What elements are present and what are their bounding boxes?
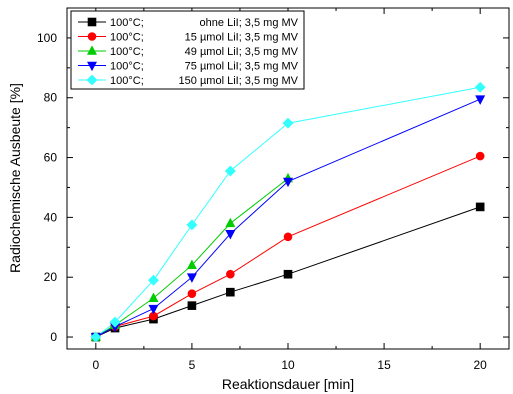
x-tick-label: 15: [377, 358, 391, 372]
data-point-series-5: [224, 165, 236, 177]
data-point-series-3: [186, 259, 197, 270]
data-point-series-4: [283, 177, 293, 188]
x-tick-label: 0: [92, 358, 99, 372]
data-point-series-1: [187, 301, 197, 310]
data-point-series-3: [148, 292, 159, 302]
y-tick-label: 100: [37, 31, 57, 45]
data-point-series-2: [475, 151, 485, 161]
y-axis-title: Radiochemische Ausbeute [%]: [7, 83, 23, 273]
legend-label-4-prefix: 100°C;: [110, 61, 144, 73]
data-point-series-5: [282, 117, 294, 129]
legend-label-1-prefix: 100°C;: [110, 17, 144, 29]
x-tick-label: 20: [473, 358, 487, 372]
y-tick-label: 0: [50, 330, 57, 344]
series-line-3: [95, 178, 289, 338]
x-tick-label: 5: [189, 358, 196, 372]
legend-label-4: 75 µmol LiI; 3,5 mg MV: [185, 61, 299, 73]
data-point-series-1: [283, 269, 293, 279]
y-tick-label: 80: [44, 91, 58, 105]
data-point-series-4: [186, 273, 197, 283]
data-point-series-4: [225, 230, 236, 240]
legend-label-5-prefix: 100°C;: [110, 75, 144, 87]
y-tick-label: 60: [44, 151, 58, 165]
data-point-series-1: [226, 287, 235, 297]
data-point-series-5: [186, 219, 198, 231]
data-point-series-2: [283, 232, 293, 242]
x-axis-title: Reaktionsdauer [min]: [222, 376, 354, 392]
legend-label-1: ohne LiI; 3,5 mg MV: [200, 17, 299, 29]
legend-marker-3: [87, 45, 97, 55]
data-point-series-4: [148, 304, 159, 315]
legend-box: [70, 10, 305, 90]
y-axis: 0 20 40 60 80 100: [37, 31, 509, 344]
x-tick-label: 10: [281, 358, 295, 372]
legend-label-3-prefix: 100°C;: [110, 46, 144, 58]
legend-label-2: 15 µmol LiI; 3,5 mg MV: [185, 32, 299, 44]
legend-label-2-prefix: 100°C;: [110, 32, 144, 44]
data-point-series-2: [226, 269, 235, 279]
legend-marker-1: [87, 17, 97, 27]
legend-label-5: 150 µmol LiI; 3,5 mg MV: [179, 75, 299, 87]
legend: 100°C; ohne LiI; 3,5 mg MV 100°C; 15 µmol L…: [70, 10, 305, 90]
data-point-series-5: [109, 316, 121, 328]
legend-marker-5: [86, 74, 98, 86]
data-point-series-2: [187, 289, 197, 298]
data-point-series-1: [475, 202, 485, 212]
data-point-series-4: [475, 95, 486, 105]
data-point-series-5: [90, 331, 102, 343]
y-tick-label: 20: [44, 270, 58, 284]
series-markers: [90, 81, 486, 343]
data-point-series-5: [148, 274, 159, 286]
legend-marker-2: [87, 32, 97, 41]
y-tick-label: 40: [44, 210, 58, 224]
data-point-series-5: [474, 81, 486, 93]
legend-marker-4: [87, 61, 97, 72]
data-point-series-3: [225, 217, 236, 228]
legend-label-3: 49 µmol LiI; 3,5 mg MV: [185, 46, 299, 58]
